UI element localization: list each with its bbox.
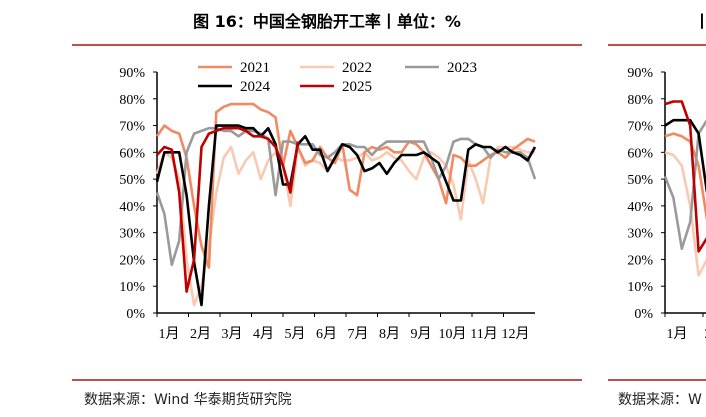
y-tick-label: 60% [119,146,145,161]
y-tick-label: 30% [627,227,653,242]
series-line-2024 [664,118,706,193]
y-tick-label: 50% [119,173,145,188]
y-tick-label: 70% [627,120,653,135]
y-tick-label: 70% [119,120,145,135]
right-panel: 丨 0% 10% 20% 30% 40% 50% 60% 70% 80% 90% 1月 2月 数据来源… [608,12,706,408]
legend-label: 2024 [240,79,271,95]
x-tick-label: 11月 [470,326,497,342]
x-tick-label: 7月 [348,326,369,342]
series-line-2022 [664,151,706,277]
y-tick-label: 40% [627,200,653,215]
x-tick-label: 8月 [379,326,400,342]
main-chart: 0% 10% 20% 30% 40% 50% 60% 70% 80% 90% 1月 2月 3月 4月 5月 6… [119,60,537,342]
legend-label: 2023 [447,60,477,76]
x-tick-label: 9月 [411,326,432,342]
y-tick-label: 60% [627,146,653,161]
legend-item-2025: 2025 [300,79,372,95]
series-line-2025 [156,126,300,293]
y-tick-label: 20% [627,253,653,268]
legend-label: 2021 [240,60,270,76]
series-line-2021 [664,132,706,220]
legend-item-2022: 2022 [300,60,372,76]
series-line-2024 [155,124,537,307]
x-tick-label: 1月 [159,326,180,342]
y-tick-label: 80% [627,93,653,108]
series-line-2021 [155,102,536,269]
x-tick-label: 4月 [253,326,274,342]
right-title-fragment: 丨 [694,12,706,31]
right-chart: 0% 10% 20% 30% 40% 50% 60% 70% 80% 90% 1月 2月 [627,66,706,342]
figure-title: 图 16：中国全钢胎开工率丨单位：% [193,12,461,31]
legend-label: 2025 [342,79,372,95]
y-tick-label: 90% [119,66,145,81]
legend-label: 2022 [342,60,372,76]
x-tick-label: 2月 [705,326,706,342]
y-tick-label: 90% [627,66,653,81]
y-tick-label: 10% [119,280,145,295]
y-tick-label: 0% [634,307,653,322]
y-tick-label: 0% [126,307,145,322]
legend-item-2021: 2021 [198,60,270,76]
x-tick-label: 12月 [502,326,530,342]
x-tick-label: 10月 [439,326,467,342]
source-note: 数据来源：Wind 华泰期货研究院 [84,391,292,408]
y-tick-label: 20% [119,253,145,268]
y-tick-label: 80% [119,93,145,108]
y-tick-label: 10% [627,280,653,295]
x-tick-label: 6月 [316,326,337,342]
x-tick-label: 5月 [285,326,306,342]
legend-item-2023: 2023 [405,60,477,76]
x-tick-label: 3月 [222,326,243,342]
y-tick-label: 40% [119,200,145,215]
series-line-2023 [663,119,706,250]
legend-item-2024: 2024 [198,79,271,95]
x-tick-label: 2月 [190,326,211,342]
right-source-fragment: 数据来源：W [618,392,702,408]
series-line-2025 [664,100,706,253]
y-tick-label: 50% [627,173,653,188]
y-tick-label: 30% [119,227,145,242]
x-tick-label: 1月 [667,326,688,342]
